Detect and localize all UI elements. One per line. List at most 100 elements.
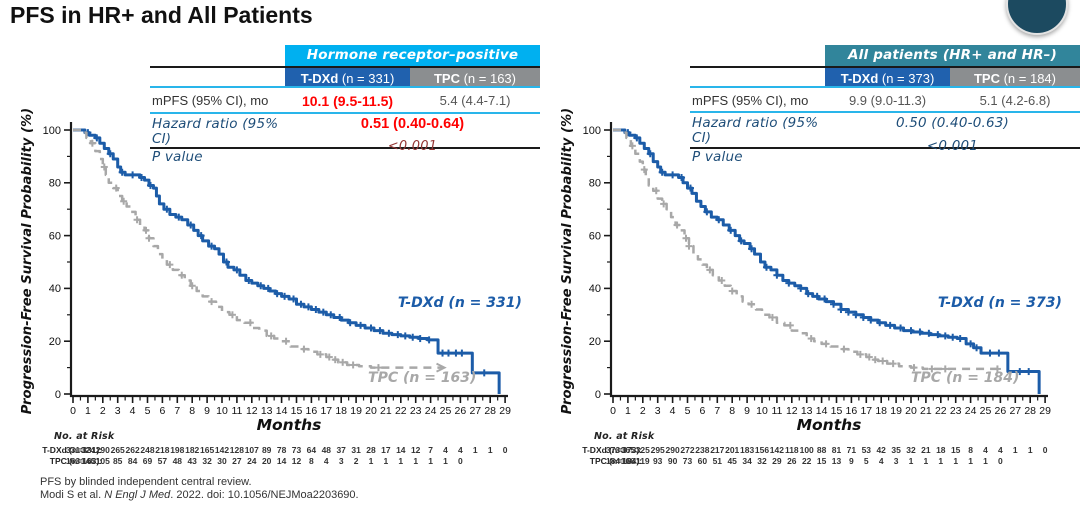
risk-value: 238 — [695, 445, 710, 455]
risk-value: 118 — [784, 445, 799, 455]
risk-value: 32 — [757, 456, 767, 466]
risk-value: 1 — [487, 445, 493, 455]
table-banner: Hormone receptor–positive — [285, 45, 540, 66]
risk-value: 4 — [458, 445, 463, 455]
svg-text:0: 0 — [70, 405, 76, 417]
risk-value: 12 — [291, 456, 302, 466]
risk-value: 142 — [769, 445, 784, 455]
svg-text:16: 16 — [306, 405, 318, 417]
svg-text:13: 13 — [261, 405, 273, 417]
risk-value: 166 — [620, 456, 635, 466]
risk-value: 1 — [398, 456, 404, 466]
risk-value: 9 — [849, 456, 854, 466]
risk-value: 28 — [366, 445, 376, 455]
table-corner — [690, 45, 825, 66]
risk-row-label-tdxd: T-DXd (n=331): — [42, 445, 102, 455]
censor-marks — [624, 129, 1033, 376]
svg-text:9: 9 — [744, 405, 750, 417]
no-at-risk-heading: No. at Risk — [54, 431, 115, 442]
censor-marks — [84, 129, 488, 377]
risk-value: 78 — [276, 445, 287, 455]
risk-value: 31 — [351, 445, 361, 455]
hazard-ratio-value: 0.50 (0.40-0.63) — [895, 115, 1010, 131]
risk-values-tpc: 163 146 105 85 84 69 57 48 43 32 30 27 24 20 14 12 8 4 3 2 1… — [0, 456, 540, 466]
svg-text:19: 19 — [350, 405, 362, 417]
risk-value: 48 — [321, 445, 332, 455]
km-series-tpc: TPC (n = 184) — [613, 128, 1019, 386]
risk-value: 184 — [605, 456, 621, 466]
km-plot-all-patients: 0 1 2 3 4 5 6 7 8 9 10 11 12 13 14 15 16 17 18 19 20 21 22 23 24… — [560, 108, 1062, 434]
risk-value: 73 — [682, 456, 693, 466]
censor-marks — [88, 139, 382, 372]
risk-value: 4 — [443, 445, 448, 455]
svg-text:14: 14 — [276, 405, 288, 417]
svg-text:3: 3 — [115, 405, 121, 417]
risk-value: 1 — [368, 456, 374, 466]
risk-value: 128 — [229, 445, 244, 455]
risk-value: 4 — [983, 445, 988, 455]
svg-text:9: 9 — [204, 405, 210, 417]
table-banner: All patients (HR+ and HR–) — [825, 45, 1080, 66]
svg-text:80: 80 — [589, 178, 601, 190]
curve-label: T-DXd (n = 373) — [938, 295, 1062, 311]
km-series-tpc: TPC (n = 163) — [73, 128, 476, 386]
svg-text:13: 13 — [801, 405, 813, 417]
risk-value: 43 — [187, 456, 197, 466]
hazard-ratio-value-cell: 0.50 (0.40-0.63) <0.001 — [825, 113, 1080, 154]
risk-value: 20 — [261, 456, 272, 466]
svg-text:17: 17 — [860, 405, 872, 417]
risk-value: 29 — [772, 456, 782, 466]
svg-text:1: 1 — [85, 405, 91, 417]
risk-value: 57 — [157, 456, 168, 466]
risk-value: 0 — [1042, 445, 1048, 455]
risk-value: 8 — [968, 445, 973, 455]
svg-text:28: 28 — [484, 405, 496, 417]
svg-text:27: 27 — [1009, 405, 1021, 417]
svg-text:100: 100 — [43, 125, 61, 137]
risk-value: 295 — [650, 445, 665, 455]
risk-value: 90 — [667, 456, 678, 466]
hazard-ratio-value: 0.51 (0.40-0.64) — [360, 116, 465, 132]
risk-value: 22 — [801, 456, 812, 466]
svg-text:80: 80 — [49, 178, 61, 190]
table-header-tdxd: T-DXd (n = 331) — [285, 66, 410, 88]
svg-text:6: 6 — [159, 405, 165, 417]
svg-text:14: 14 — [816, 405, 828, 417]
p-value: <0.001 — [387, 139, 438, 154]
risk-value: 45 — [727, 456, 737, 466]
svg-text:18: 18 — [335, 405, 347, 417]
table-header-label-cell — [150, 66, 285, 88]
mpfs-row-label: mPFS (95% CI), mo — [690, 88, 825, 113]
risk-value: 53 — [861, 445, 872, 455]
risk-value: 142 — [214, 445, 230, 455]
page-title: PFS in HR+ and All Patients — [10, 2, 313, 28]
risk-value: 262 — [125, 445, 140, 455]
x-axis-ticks: 0 1 2 3 4 5 6 7 8 9 10 11 12 13 14 15 16 17 18 19 20 21 22 23 24… — [610, 396, 1051, 417]
km-plot-hr-positive: 0 1 2 3 4 5 6 7 8 9 10 11 12 13 14 15 16 17 18 19 20 21 22 23 24… — [20, 108, 522, 434]
svg-text:28: 28 — [1024, 405, 1036, 417]
svg-text:1: 1 — [625, 405, 631, 417]
risk-value: 12 — [410, 445, 421, 455]
svg-text:6: 6 — [699, 405, 705, 417]
risk-value: 89 — [261, 445, 272, 455]
risk-value: 217 — [710, 445, 725, 455]
risk-value: 71 — [846, 445, 857, 455]
x-axis-ticks: 0 1 2 3 4 5 6 7 8 9 10 11 12 13 14 15 16 17 18 19 20 21 22 23 24… — [70, 396, 511, 417]
risk-value: 51 — [712, 456, 723, 466]
footnote: PFS by blinded independent central revie… — [40, 476, 359, 501]
svg-text:18: 18 — [875, 405, 887, 417]
risk-value: 21 — [921, 445, 931, 455]
risk-value: 88 — [816, 445, 827, 455]
svg-text:7: 7 — [714, 405, 720, 417]
risk-value: 37 — [336, 445, 346, 455]
risk-row-label-tdxd: T-DXd (n=373): — [582, 445, 642, 455]
risk-value: 32 — [202, 456, 212, 466]
risk-value: 0 — [458, 456, 463, 466]
x-axis-label: Months — [797, 416, 862, 434]
risk-value: 14 — [276, 456, 287, 466]
risk-value: 331 — [65, 445, 81, 455]
risk-value: 325 — [635, 445, 650, 455]
no-at-risk-heading: No. at Risk — [594, 431, 655, 442]
risk-value: 201 — [725, 445, 740, 455]
risk-value: 1 — [383, 456, 389, 466]
